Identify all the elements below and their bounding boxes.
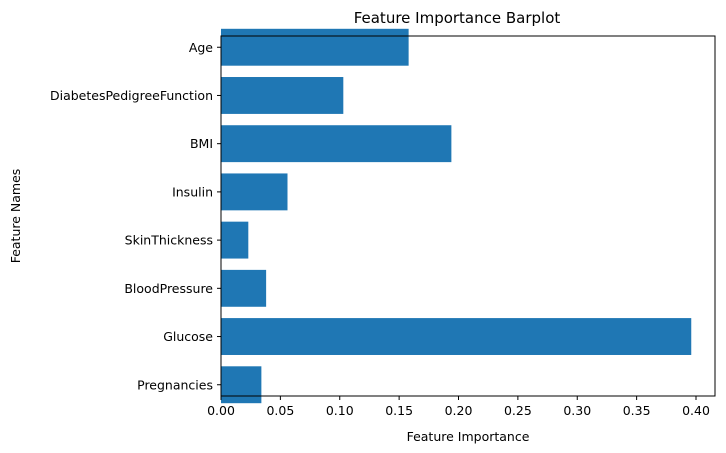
y-tick-label-glucose: Glucose [163, 329, 213, 344]
bar-diabetespedigreefunction [221, 77, 344, 114]
x-ticks-group: 0.00 0.05 0.10 0.15 0.20 0.25 0.30 0.35 0.40 [207, 396, 710, 418]
y-tick-label-insulin: Insulin [172, 184, 213, 199]
x-axis-label: Feature Importance [407, 429, 530, 444]
bar-age [221, 28, 409, 66]
bars-group [221, 28, 692, 404]
x-tick-label: 0.30 [563, 403, 591, 418]
bar-glucose [221, 318, 692, 355]
x-tick-label: 0.40 [682, 403, 710, 418]
y-tick-label-diabetespedigreefunction: DiabetesPedigreeFunction [50, 88, 213, 103]
y-ticks-group: Pregnancies Glucose BloodPressure SkinThick… [50, 40, 221, 392]
chart-title: Feature Importance Barplot [354, 9, 561, 27]
y-axis-label: Feature Names [8, 169, 23, 264]
x-tick-label: 0.05 [266, 403, 294, 418]
x-tick-label: 0.15 [385, 403, 413, 418]
y-tick-label-bloodpressure: BloodPressure [124, 281, 213, 296]
y-tick-label-age: Age [189, 40, 213, 55]
bar-skinthickness [221, 221, 249, 259]
x-tick-label: 0.35 [623, 403, 651, 418]
bar-insulin [221, 173, 288, 211]
plot-frame [220, 35, 716, 397]
y-tick-label-pregnancies: Pregnancies [137, 377, 213, 392]
bar-bloodpressure [221, 269, 267, 307]
x-tick-label: 0.10 [326, 403, 354, 418]
x-tick-label: 0.20 [445, 403, 473, 418]
x-tick-label: 0.25 [504, 403, 532, 418]
y-tick-label-skinthickness: SkinThickness [125, 233, 213, 248]
y-tick-label-bmi: BMI [190, 136, 213, 151]
bar-bmi [221, 125, 452, 163]
x-tick-label: 0.00 [207, 403, 235, 418]
bar-pregnancies [221, 366, 262, 404]
